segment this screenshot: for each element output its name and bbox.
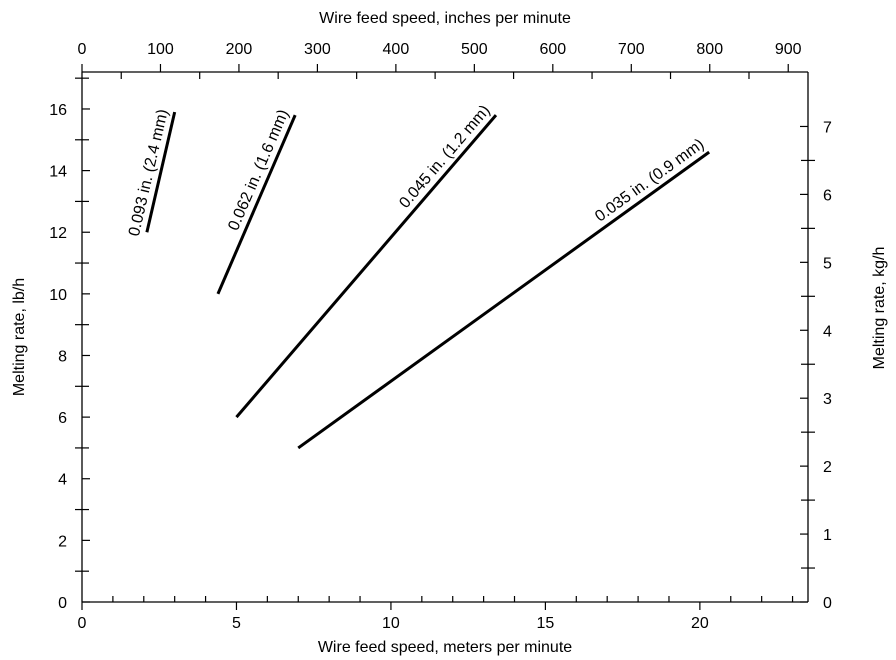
right-tick-label: 7: [823, 119, 832, 136]
left-tick-label: 4: [58, 472, 67, 489]
series-line: [218, 115, 295, 294]
bottom-tick-label: 0: [78, 615, 87, 632]
left-tick-label: 14: [49, 164, 67, 181]
left-tick-label: 2: [58, 533, 67, 550]
right-tick-label: 5: [823, 255, 832, 272]
top-tick-label: 600: [539, 41, 566, 58]
top-tick-label: 400: [383, 41, 410, 58]
left-tick-label: 0: [58, 595, 67, 612]
bottom-tick-label: 15: [537, 615, 555, 632]
bottom-tick-label: 20: [691, 615, 709, 632]
left-tick-label: 6: [58, 410, 67, 427]
right-tick-label: 3: [823, 391, 832, 408]
top-axis-ticks: 0 100 200 300 400 500 600 700 800 900: [78, 41, 802, 79]
right-tick-label: 0: [823, 595, 832, 612]
top-tick-label: 500: [461, 41, 488, 58]
top-tick-label: 900: [775, 41, 802, 58]
top-tick-label: 800: [696, 41, 723, 58]
left-axis-title: Melting rate, lb/h: [11, 278, 28, 396]
series-lines: 0.093 in. (2.4 mm) 0.062 in. (1.6 mm) 0.04…: [126, 102, 709, 448]
series-label: 0.062 in. (1.6 mm): [225, 107, 292, 233]
right-tick-label: 6: [823, 187, 832, 204]
bottom-tick-label: 5: [232, 615, 241, 632]
right-tick-label: 2: [823, 459, 832, 476]
left-tick-label: 16: [49, 102, 67, 119]
left-axis-ticks: 0 2 4 6 8 10 12 14 16: [49, 78, 90, 612]
top-axis-title: Wire feed speed, inches per minute: [319, 10, 571, 27]
left-tick-label: 12: [49, 225, 67, 242]
top-tick-label: 700: [618, 41, 645, 58]
series-label: 0.045 in. (1.2 mm): [396, 102, 494, 212]
right-axis-title: Melting rate, kg/h: [871, 247, 888, 370]
top-tick-label: 100: [147, 41, 174, 58]
right-tick-label: 4: [823, 323, 832, 340]
right-tick-label: 1: [823, 527, 832, 544]
right-axis-ticks: 0 1 2 3 4 5 6 7: [800, 119, 832, 612]
left-tick-label: 8: [58, 348, 67, 365]
bottom-tick-label: 10: [382, 615, 400, 632]
left-tick-label: 10: [49, 287, 67, 304]
top-tick-label: 300: [304, 41, 331, 58]
series-line: [298, 152, 709, 448]
bottom-axis-title: Wire feed speed, meters per minute: [318, 639, 572, 656]
series-label: 0.035 in. (0.9 mm): [592, 136, 707, 226]
top-tick-label: 0: [78, 41, 87, 58]
top-tick-label: 200: [226, 41, 253, 58]
